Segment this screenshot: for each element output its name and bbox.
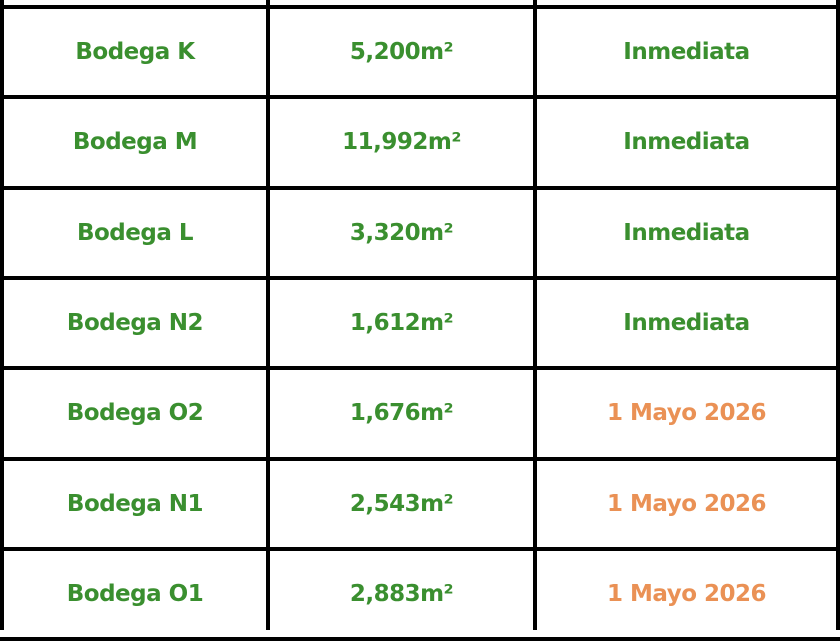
warehouse-name: Bodega N2: [66, 309, 204, 336]
column-divider: [836, 0, 840, 630]
row-divider: [0, 185, 840, 190]
availability-date: Inmediata: [623, 309, 750, 336]
warehouse-name: Bodega M: [72, 129, 198, 156]
row-divider: [0, 275, 840, 280]
warehouse-name: Bodega K: [75, 39, 195, 65]
warehouse-area: 3,320m²: [349, 219, 454, 246]
row-divider: [0, 5, 840, 9]
warehouse-name: Bodega O1: [66, 580, 204, 607]
row-divider: [0, 637, 840, 641]
warehouse-area: 1,676m²: [349, 400, 454, 427]
availability-date: Inmediata: [623, 39, 750, 65]
availability-date: 1 Mayo 2026: [606, 400, 767, 427]
availability-date: 1 Mayo 2026: [606, 580, 767, 607]
warehouse-area: 2,883m²: [349, 580, 454, 607]
column-divider: [266, 0, 270, 630]
row-divider: [0, 366, 840, 371]
warehouse-area: 2,543m²: [349, 490, 454, 517]
warehouse-name: Bodega N1: [66, 490, 204, 517]
warehouse-name: Bodega L: [76, 219, 194, 246]
warehouse-area: 1,612m²: [349, 309, 454, 336]
row-divider: [0, 456, 840, 461]
availability-date: Inmediata: [623, 129, 750, 156]
warehouse-area: 5,200m²: [349, 39, 454, 65]
row-divider: [0, 546, 840, 551]
warehouse-name: Bodega O2: [66, 400, 204, 427]
column-divider: [533, 0, 537, 630]
column-divider: [0, 0, 4, 630]
availability-date: 1 Mayo 2026: [606, 490, 767, 517]
warehouse-area: 11,992m²: [342, 129, 461, 156]
availability-date: Inmediata: [623, 219, 750, 246]
row-divider: [0, 95, 840, 100]
